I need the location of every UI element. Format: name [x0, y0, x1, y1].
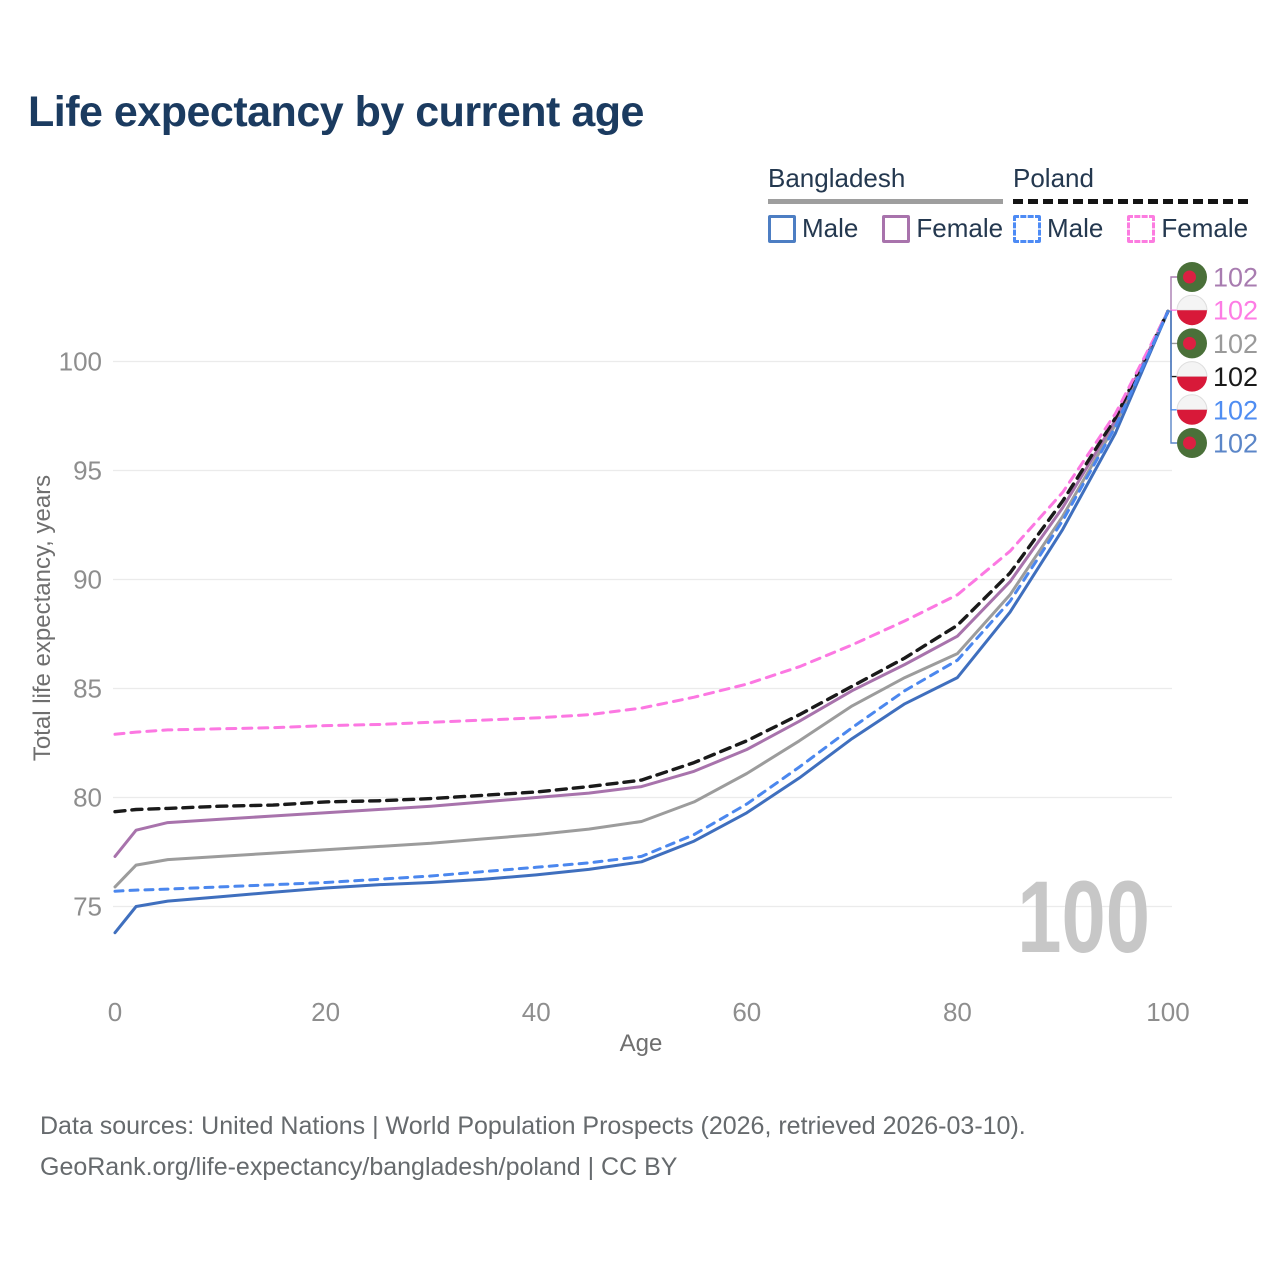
- end-label-value: 102: [1213, 395, 1258, 425]
- x-tick-label: 80: [943, 997, 972, 1027]
- y-tick-label: 80: [73, 783, 102, 813]
- y-tick-label: 75: [73, 892, 102, 922]
- series-lines: [113, 309, 1170, 935]
- series-line-poland-total[interactable]: [113, 309, 1170, 814]
- age-watermark: 100: [1017, 861, 1150, 975]
- leader-line: [1166, 276, 1177, 313]
- bangladesh-flag-icon: [1177, 262, 1207, 292]
- poland-male-swatch-icon: [1013, 214, 1041, 243]
- leader-line: [1166, 310, 1177, 444]
- end-label-value: 102: [1213, 329, 1258, 359]
- attribution-line: GeoRank.org/life-expectancy/bangladesh/p…: [40, 1153, 678, 1181]
- legend-group-bangladesh: Bangladesh Male Female: [768, 163, 1004, 244]
- poland-female-swatch-icon: [1127, 214, 1156, 243]
- bangladesh-female-swatch-icon: [882, 214, 911, 243]
- y-axis-tick-labels: 75 80 85 90 95 100: [59, 347, 102, 922]
- series-line-bangladesh-total[interactable]: [113, 309, 1170, 889]
- legend-header-bangladesh: Bangladesh: [768, 163, 906, 193]
- poland-flag-icon: [1176, 294, 1208, 326]
- legend-item-poland-male[interactable]: Male: [1013, 213, 1103, 244]
- x-tick-label: 60: [732, 997, 761, 1027]
- bangladesh-flag-icon: [1177, 328, 1207, 359]
- end-label-bangladesh-male[interactable]: 102: [1166, 310, 1258, 459]
- y-tick-label: 90: [73, 565, 102, 595]
- end-label-value: 102: [1213, 429, 1258, 459]
- chart-title: Life expectancy by current age: [28, 88, 644, 136]
- x-axis-tick-labels: 0 20 40 60 80 100: [108, 997, 1190, 1027]
- legend-item-bangladesh-male[interactable]: Male: [768, 213, 858, 244]
- legend-item-poland-female[interactable]: Female: [1127, 213, 1248, 244]
- x-tick-label: 40: [522, 997, 551, 1027]
- y-tick-label: 85: [73, 674, 102, 704]
- legend-item-bangladesh-female[interactable]: Female: [882, 213, 1003, 244]
- footer-credits: Data sources: United Nations | World Pop…: [40, 1106, 1026, 1188]
- end-label-poland-total[interactable]: 102: [1166, 310, 1258, 392]
- bangladesh-male-swatch-icon: [768, 214, 796, 243]
- bangladesh-flag-icon: [1177, 428, 1207, 458]
- end-label-bangladesh-female[interactable]: 102: [1166, 262, 1258, 313]
- poland-flag-icon: [1176, 361, 1208, 392]
- y-tick-label: 95: [73, 456, 102, 486]
- x-tick-label: 0: [108, 997, 122, 1027]
- poland-dashed-line-icon: [1013, 199, 1249, 204]
- legend-header-poland: Poland: [1013, 163, 1094, 193]
- end-label-poland-female[interactable]: 102: [1166, 294, 1258, 326]
- x-tick-label: 20: [311, 997, 340, 1027]
- end-label-poland-male[interactable]: 102: [1166, 310, 1258, 425]
- y-axis-title: Total life expectancy, years: [29, 475, 56, 761]
- end-label-value: 102: [1213, 263, 1258, 293]
- legend-label: Female: [916, 213, 1004, 243]
- data-source-line: Data sources: United Nations | World Pop…: [40, 1112, 1026, 1140]
- x-tick-label: 100: [1146, 997, 1189, 1027]
- bangladesh-solid-line-icon: [768, 199, 1004, 204]
- series-line-bangladesh-female[interactable]: [113, 309, 1170, 858]
- legend-label: Male: [802, 213, 859, 243]
- series-line-poland-male[interactable]: [113, 309, 1170, 893]
- y-tick-label: 100: [59, 347, 102, 377]
- x-axis-title: Age: [620, 1030, 663, 1057]
- gridlines: [113, 360, 1172, 908]
- series-line-bangladesh-male[interactable]: [113, 309, 1170, 935]
- end-label-value: 102: [1213, 362, 1258, 392]
- series-line-poland-female[interactable]: [113, 309, 1170, 736]
- end-label-value: 102: [1213, 296, 1258, 326]
- legend-label: Male: [1047, 213, 1104, 243]
- legend-label: Female: [1161, 213, 1249, 243]
- legend-group-poland: Poland Male Female: [1013, 163, 1249, 244]
- end-label-bangladesh-total[interactable]: 102: [1166, 310, 1258, 359]
- poland-flag-icon: [1176, 394, 1208, 425]
